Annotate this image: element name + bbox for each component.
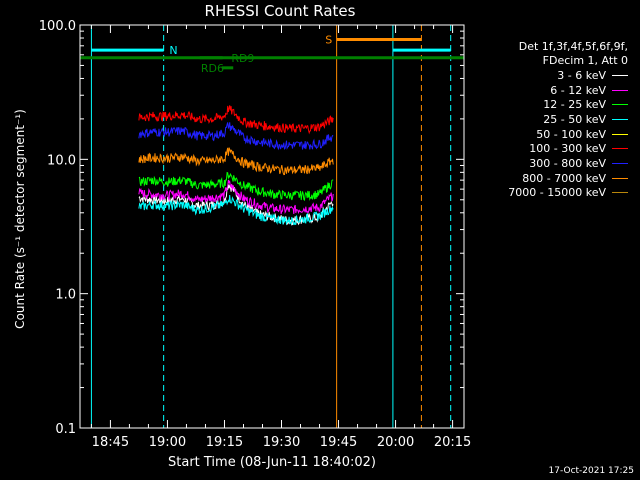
legend-label: 300 - 800 keV [529,156,606,170]
legend-label: 800 - 7000 keV [522,171,606,185]
legend-swatch [612,192,628,194]
legend-label: 3 - 6 keV [557,68,606,82]
flag-bars: N S RD6 RD9 [80,33,464,75]
x-tick-label: 19:00 [149,435,186,450]
time-markers [90,25,452,428]
legend-entry: 300 - 800 keV [470,156,630,171]
legend-swatch [612,104,628,106]
legend: 3 - 6 keV 6 - 12 keV 12 - 25 keV 25 - 50 ke… [470,68,630,200]
legend-entry: 50 - 100 keV [470,127,630,142]
legend-label: 25 - 50 keV [543,112,606,126]
legend-detectors: Det 1f,3f,4f,5f,6f,9f, [518,40,628,53]
legend-label: 12 - 25 keV [543,98,606,112]
x-axis-ticks: 18:45 19:00 19:15 19:30 19:45 20:00 20:15 [90,25,471,450]
flag-label-2: S [325,33,332,46]
y-tick-label: 100.0 [39,19,76,34]
legend-swatch [612,148,628,150]
series-line-1 [138,179,334,215]
flag-label-4: RD6 [201,62,224,75]
legend-swatch [612,133,628,135]
legend-label: 100 - 300 keV [529,142,606,156]
y-tick-label: 0.1 [55,422,76,437]
legend-decimation: FDecim 1, Att 0 [542,54,628,67]
legend-entry: 800 - 7000 keV [470,171,630,186]
legend-label: 7000 - 15000 keV [508,186,606,200]
series-line-3 [138,194,334,226]
legend-header: Det 1f,3f,4f,5f,6f,9f, FDecim 1, Att 0 [470,40,630,68]
series-line-2 [138,171,334,202]
legend-label: 6 - 12 keV [550,83,606,97]
legend-entry: 3 - 6 keV [470,68,630,83]
y-axis-ticks: 0.1 1.0 10.0 100.0 [39,19,464,437]
series-line-6 [138,122,334,151]
legend-swatch [612,89,628,91]
y-tick-label: 10.0 [47,153,76,168]
x-tick-label: 19:15 [206,435,243,450]
legend-entry: 12 - 25 keV [470,97,630,112]
flag-label-0: N [169,44,177,57]
x-tick-label: 18:45 [92,435,129,450]
series-line-5 [138,105,334,135]
x-tick-label: 19:30 [263,435,300,450]
generation-timestamp: 17-Oct-2021 17:25 [548,466,634,476]
x-tick-label: 19:45 [320,435,357,450]
legend-entry: 25 - 50 keV [470,112,630,127]
x-tick-label: 20:00 [377,435,414,450]
x-tick-label: 20:15 [434,435,471,450]
chart-title: RHESSI Count Rates [204,2,356,20]
y-axis-label: Count Rate (s⁻¹ detector segment⁻¹) [13,109,27,329]
x-axis-label: Start Time (08-Jun-11 18:40:02) [168,455,376,470]
legend-entry: 6 - 12 keV [470,83,630,98]
series-lines [138,105,334,226]
legend-swatch [612,74,628,76]
series-line-7 [138,147,334,176]
legend-swatch [612,177,628,179]
legend-entry: 7000 - 15000 keV [470,186,630,201]
legend-label: 50 - 100 keV [536,127,606,141]
y-tick-label: 1.0 [55,288,76,303]
flag-label-5: RD9 [231,52,254,65]
legend-swatch [612,118,628,120]
legend-entry: 100 - 300 keV [470,141,630,156]
legend-swatch [612,162,628,164]
plot-frame [79,24,465,429]
